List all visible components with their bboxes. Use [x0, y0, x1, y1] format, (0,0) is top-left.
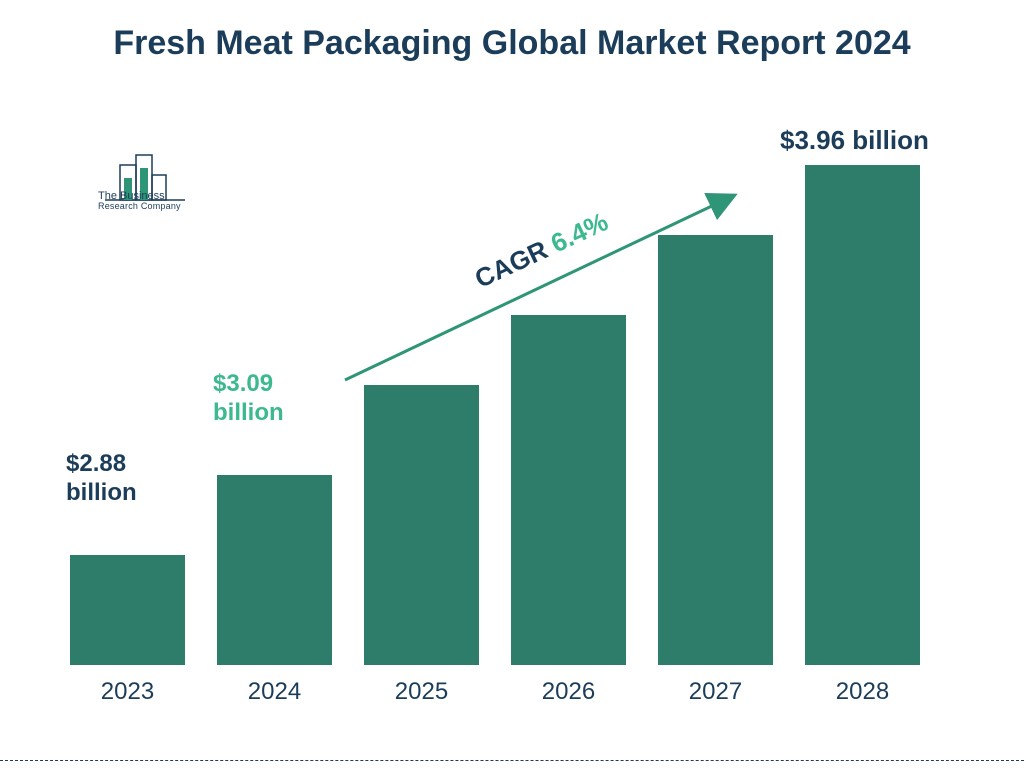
chart-title-text: Fresh Meat Packaging Global Market Repor… — [113, 24, 910, 62]
cagr-arrow — [335, 180, 755, 390]
value-label-2023: $2.88 billion — [66, 450, 176, 508]
arrow-icon — [335, 180, 755, 390]
xlabel-1: 2024 — [217, 678, 332, 706]
chart-title: Fresh Meat Packaging Global Market Repor… — [0, 22, 1024, 65]
xlabel-3: 2026 — [511, 678, 626, 706]
chart-container: Fresh Meat Packaging Global Market Repor… — [0, 0, 1024, 768]
value-label-2024: $3.09 billion — [213, 370, 323, 428]
bar-2023 — [70, 555, 185, 665]
value-label-2028: $3.96 billion — [780, 125, 960, 156]
xlabel-0: 2023 — [70, 678, 185, 706]
xlabel-4: 2027 — [658, 678, 773, 706]
value-label-2028-text: $3.96 billion — [780, 125, 929, 155]
bar-2028 — [805, 165, 920, 665]
value-label-2024-text: $3.09 billion — [213, 370, 284, 426]
bar-2025 — [364, 385, 479, 665]
value-label-2023-text: $2.88 billion — [66, 450, 137, 506]
xlabel-5: 2028 — [805, 678, 920, 706]
x-axis-labels: 2023 2024 2025 2026 2027 2028 — [70, 670, 950, 710]
xlabel-2: 2025 — [364, 678, 479, 706]
footer-dashed-line — [0, 760, 1024, 761]
bar-2024 — [217, 475, 332, 665]
